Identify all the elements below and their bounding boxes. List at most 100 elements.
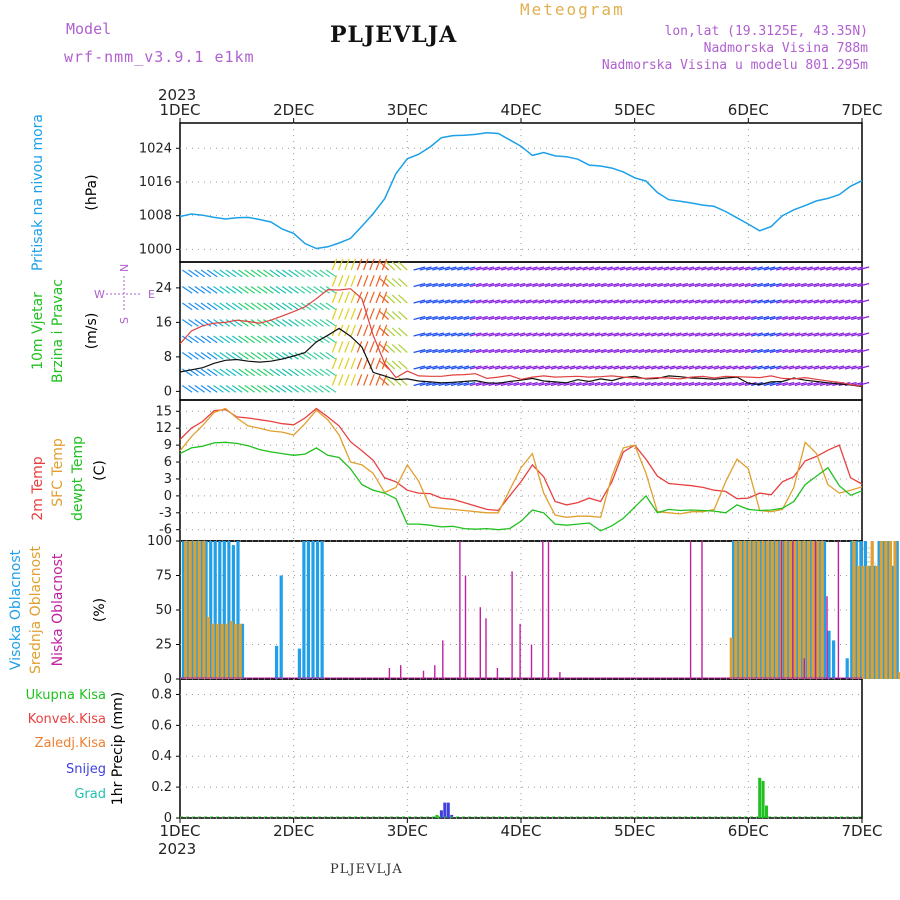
wind-arrow	[726, 365, 738, 370]
wind-arrow	[569, 365, 582, 370]
wind-arrow	[338, 258, 344, 271]
wind-arrow	[538, 266, 551, 271]
cloud-bar-Visoka-Oblacnost	[231, 545, 235, 679]
wind-arrow	[513, 365, 526, 370]
wind-arrow	[688, 332, 701, 337]
wind-arrow	[525, 315, 538, 321]
wind-arrow	[794, 365, 807, 370]
wind-arrow	[525, 365, 538, 370]
wind-arrow	[676, 365, 688, 370]
y-tick-label: 8	[164, 350, 172, 365]
wind-arrow	[188, 302, 199, 311]
wind-arrow	[432, 282, 445, 288]
wind-arrow	[657, 266, 670, 271]
wind-arrow	[694, 315, 707, 321]
cloud-bar-Srednja-Oblacnost	[188, 541, 192, 679]
wind-arrow	[813, 348, 826, 354]
wind-arrow	[331, 341, 338, 353]
wind-arrow	[707, 282, 720, 288]
wind-arrow	[225, 319, 237, 327]
wind-arrow	[475, 266, 488, 271]
cloud-bar-Niska-Oblacnost	[388, 668, 391, 679]
wind-arrow	[238, 269, 249, 278]
wind-arrow	[238, 385, 249, 393]
wind-arrow	[250, 286, 262, 294]
x-label-bottom: 3DEC	[387, 822, 428, 840]
wind-arrow	[732, 282, 745, 288]
wind-arrow	[538, 381, 551, 387]
wind-arrow	[638, 381, 651, 387]
wind-arrow	[851, 266, 863, 271]
wind-arrow	[838, 365, 851, 370]
temp-series-2m-Temp	[179, 407, 863, 512]
wind-arrow	[306, 352, 318, 360]
wind-arrow	[713, 315, 726, 321]
wind-arrow	[801, 348, 813, 354]
wind-arrow	[738, 315, 751, 321]
x-label-bottom: 7DEC	[841, 822, 882, 840]
wind-arrow	[519, 299, 532, 304]
x-label-bottom: 2DEC	[273, 822, 314, 840]
wind-arrow	[181, 385, 193, 393]
wind-arrow	[532, 282, 545, 288]
wind-arrow	[613, 365, 626, 370]
wind-arrow	[319, 302, 331, 311]
wind-arrow	[532, 381, 545, 387]
wind-arrow	[644, 282, 657, 288]
cloud-bar-Niska-Oblacnost	[530, 644, 533, 679]
wind-arrow	[513, 348, 526, 354]
wind-arrow	[457, 282, 470, 288]
cloud-bar-Srednja-Oblacnost	[888, 541, 892, 679]
wind-arrow	[225, 269, 237, 278]
wind-arrow	[194, 286, 206, 294]
wind-arrow	[363, 275, 369, 287]
wind-arrow	[425, 332, 438, 337]
wind-arrow	[356, 291, 363, 304]
precip-bar-Ukupna-Kisa	[765, 805, 768, 818]
wind-arrow	[744, 332, 757, 337]
wind-arrow	[563, 365, 576, 370]
y-tick-label: 6	[164, 455, 172, 470]
wind-arrow	[256, 302, 268, 311]
wind-arrow	[650, 315, 663, 321]
wind-arrow	[557, 266, 570, 271]
wind-arrow	[613, 315, 626, 321]
wind-arrow	[575, 381, 588, 387]
wind-arrow	[732, 299, 745, 304]
wind-arrow	[507, 315, 520, 321]
wind-arrow	[338, 275, 344, 287]
temp-series-dewpt-Temp	[179, 441, 863, 532]
wind-arrow	[657, 299, 670, 304]
wind-arrow	[744, 282, 757, 288]
wind-arrow	[769, 315, 782, 321]
wind-arrow	[482, 266, 495, 271]
compass-south: S	[118, 317, 131, 324]
wind-arrow	[707, 315, 720, 321]
wind-arrow	[344, 341, 350, 353]
wind-arrow	[275, 385, 287, 393]
wind-arrow	[744, 299, 757, 304]
x-label-top: 5DEC	[614, 101, 655, 119]
wind-arrow	[231, 335, 243, 344]
wind-arrow	[569, 381, 582, 387]
wind-arrow	[200, 286, 212, 294]
wind-arrow	[857, 299, 870, 304]
wind-arrow	[682, 266, 695, 271]
wind-arrow	[206, 286, 218, 294]
wind-arrow	[613, 282, 626, 288]
wind-arrow	[832, 266, 845, 271]
wind-arrow	[650, 282, 663, 288]
wind-arrow	[313, 352, 324, 360]
wind-arrow	[857, 348, 870, 354]
cloud-bar-Niska-Oblacnost	[559, 672, 561, 679]
wind-arrow	[444, 365, 457, 370]
wind-arrow	[688, 365, 701, 370]
cloud-bar-Visoka-Oblacnost	[311, 541, 315, 679]
wind-arrow	[231, 286, 243, 294]
wind-arrow	[350, 374, 356, 386]
wind-arrow	[344, 357, 350, 370]
wind-arrow	[619, 282, 632, 288]
cloud-bar-Srednja-Oblacnost	[220, 623, 224, 679]
x-label-bottom: 4DEC	[500, 822, 541, 840]
cloud-ylabel-mid: Srednja Oblacnost	[28, 546, 44, 674]
